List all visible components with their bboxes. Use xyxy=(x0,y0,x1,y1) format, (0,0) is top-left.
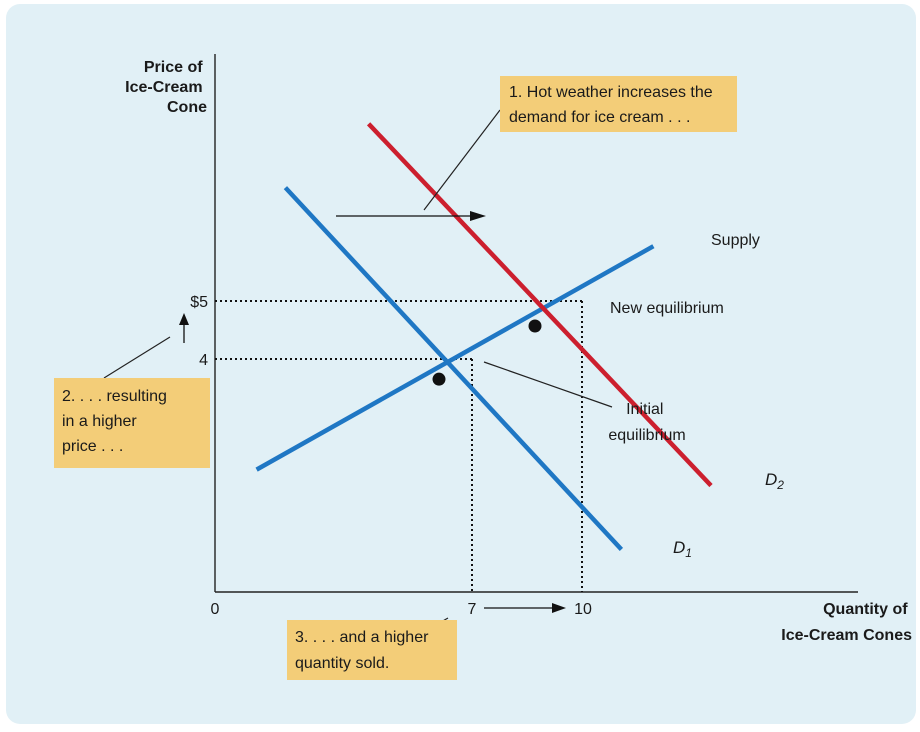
callout-1-leader xyxy=(423,109,501,211)
new-equilibrium-label: New equilibrium xyxy=(610,300,724,317)
demand-curve-d2 xyxy=(366,122,713,488)
demand-shift-arrowhead xyxy=(470,211,486,221)
y-axis-label: Price of Ice-Cream Cone xyxy=(125,59,207,116)
y-tick-4: 4 xyxy=(199,352,208,369)
d1-label: D1 xyxy=(673,538,692,560)
callout-2-leader xyxy=(103,336,171,379)
quantity-right-arrowhead xyxy=(552,603,566,613)
x-tick-7: 7 xyxy=(468,601,477,618)
callout-2-text: 2. . . . resulting in a higher price . .… xyxy=(62,388,171,455)
callout-2-box xyxy=(54,378,210,468)
demand-curve-d1 xyxy=(283,186,624,551)
d2-label: D2 xyxy=(765,470,784,492)
price-up-arrowhead xyxy=(179,313,189,325)
initial-equilibrium-leader xyxy=(483,361,613,408)
x-tick-0: 0 xyxy=(211,601,220,618)
initial-equilibrium-point xyxy=(432,372,446,386)
callout-3-box xyxy=(287,620,457,680)
callout-1-text: 1. Hot weather increases the demand for … xyxy=(509,84,717,126)
initial-equilibrium-label: Initial equilibrium xyxy=(608,401,685,444)
x-tick-10: 10 xyxy=(574,601,592,618)
x-axis-label: Quantity of Ice-Cream Cones xyxy=(781,601,912,644)
callout-3-text: 3. . . . and a higher quantity sold. xyxy=(295,629,433,672)
y-tick-5: $5 xyxy=(190,294,208,311)
supply-curve xyxy=(255,244,655,472)
supply-label: Supply xyxy=(711,232,760,249)
callout-1-box xyxy=(500,76,737,132)
new-equilibrium-point xyxy=(528,319,542,333)
figure-panel xyxy=(6,4,916,724)
